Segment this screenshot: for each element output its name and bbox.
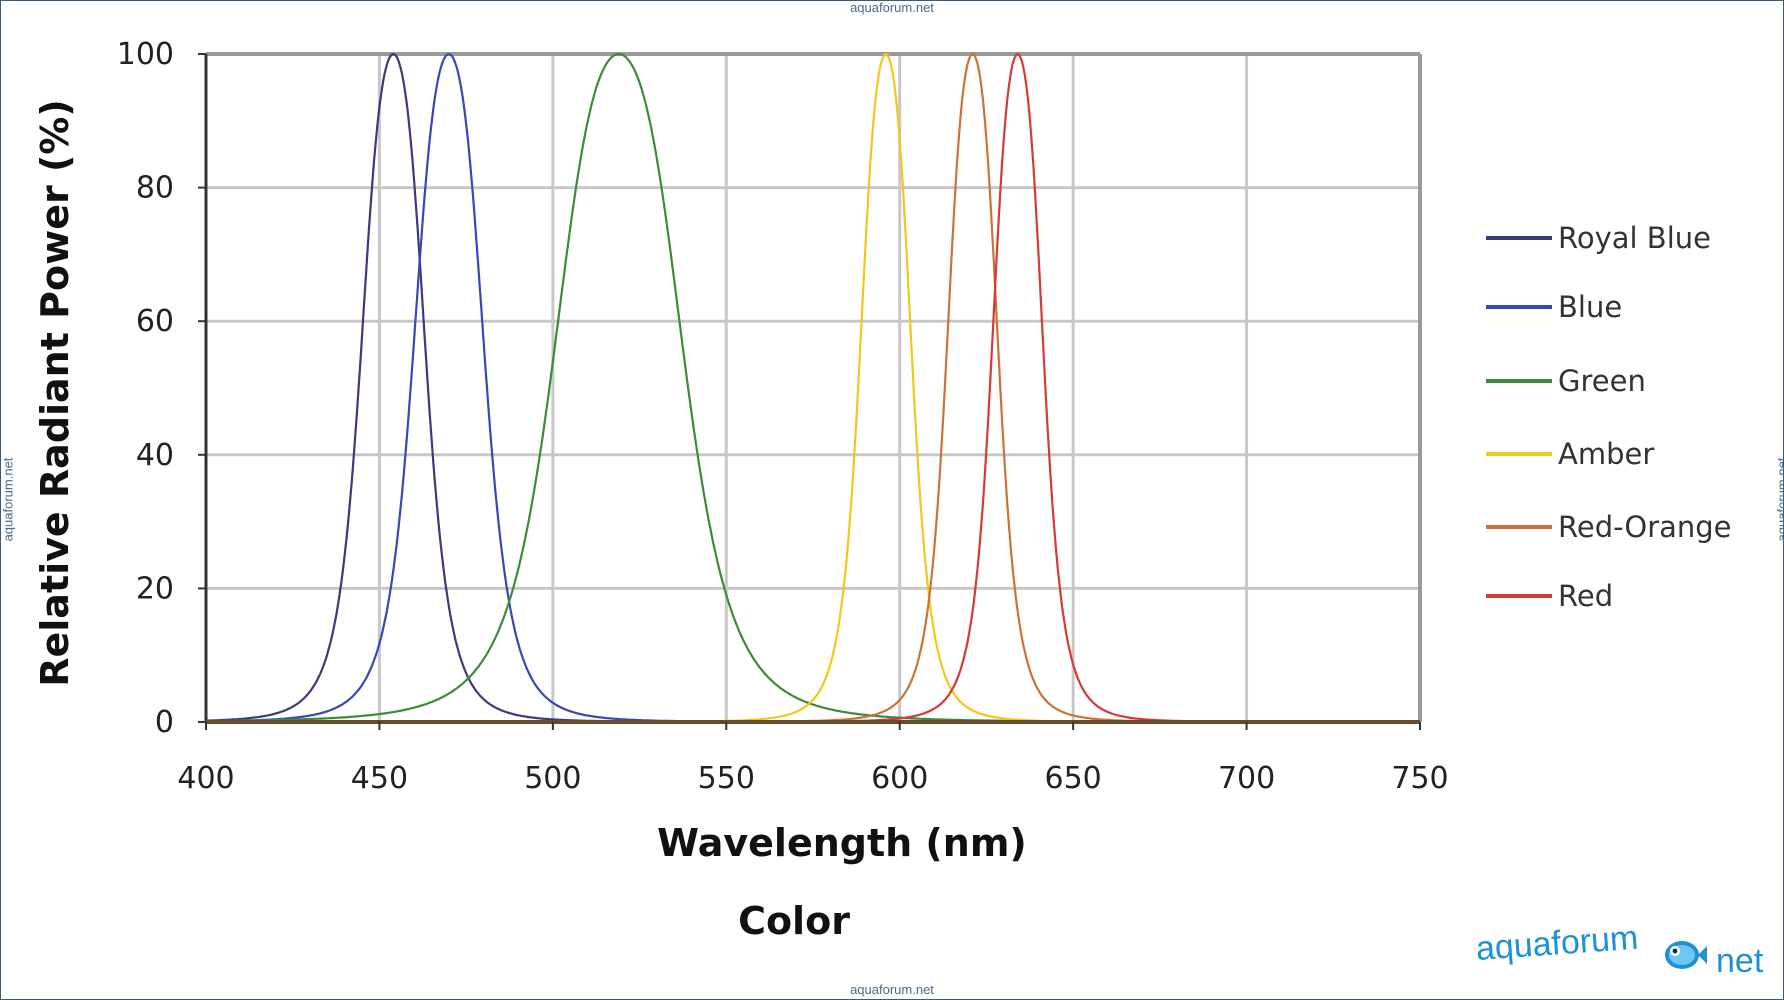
series-line	[206, 52, 1420, 724]
y-tick-label: 80	[136, 171, 174, 206]
legend-label: Amber	[1558, 437, 1654, 471]
legend-label: Red	[1558, 579, 1613, 613]
fish-icon	[1665, 941, 1707, 969]
x-tick-label: 600	[871, 761, 928, 796]
watermark-bottom: aquaforum.net	[850, 982, 934, 997]
legend-label: Green	[1558, 364, 1646, 398]
y-tick-label: 100	[117, 37, 174, 72]
series-line	[206, 52, 1420, 724]
y-tick-label: 20	[136, 571, 174, 606]
x-tick-label: 550	[698, 761, 755, 796]
y-axis-ticks: 0 20 40 60 80 100	[117, 37, 206, 740]
series-line	[206, 52, 1420, 724]
watermark-top: aquaforum.net	[850, 0, 934, 15]
series-curves	[205, 52, 1420, 724]
y-tick-label: 60	[136, 304, 174, 339]
plot-area-border	[206, 52, 1422, 722]
x-tick-label: 750	[1391, 761, 1448, 796]
series-line	[205, 52, 1420, 723]
legend: Royal Blue Blue Green Amber Red-Orange Red	[1486, 221, 1732, 613]
legend-label: Royal Blue	[1558, 221, 1711, 255]
legend-label: Red-Orange	[1558, 510, 1732, 544]
y-tick-label: 0	[155, 705, 174, 740]
x-axis-title: Wavelength (nm)	[657, 821, 1027, 865]
x-tick-label: 700	[1218, 761, 1275, 796]
x-tick-label: 500	[524, 761, 581, 796]
x-tick-label: 450	[351, 761, 408, 796]
brand-suffix: net	[1716, 942, 1764, 980]
axes	[204, 54, 1420, 724]
x-tick-label: 400	[177, 761, 234, 796]
chart-subtitle: Color	[738, 899, 850, 943]
grid-lines	[206, 52, 1422, 722]
y-axis-title: Relative Radiant Power (%)	[33, 99, 77, 687]
series-line	[206, 52, 1420, 724]
x-axis-ticks: 400 450 500 550 600 650 700 750	[177, 722, 1449, 796]
x-tick-label: 650	[1045, 761, 1102, 796]
y-tick-label: 40	[136, 438, 174, 473]
series-line	[206, 52, 1420, 724]
legend-label: Blue	[1558, 290, 1622, 324]
